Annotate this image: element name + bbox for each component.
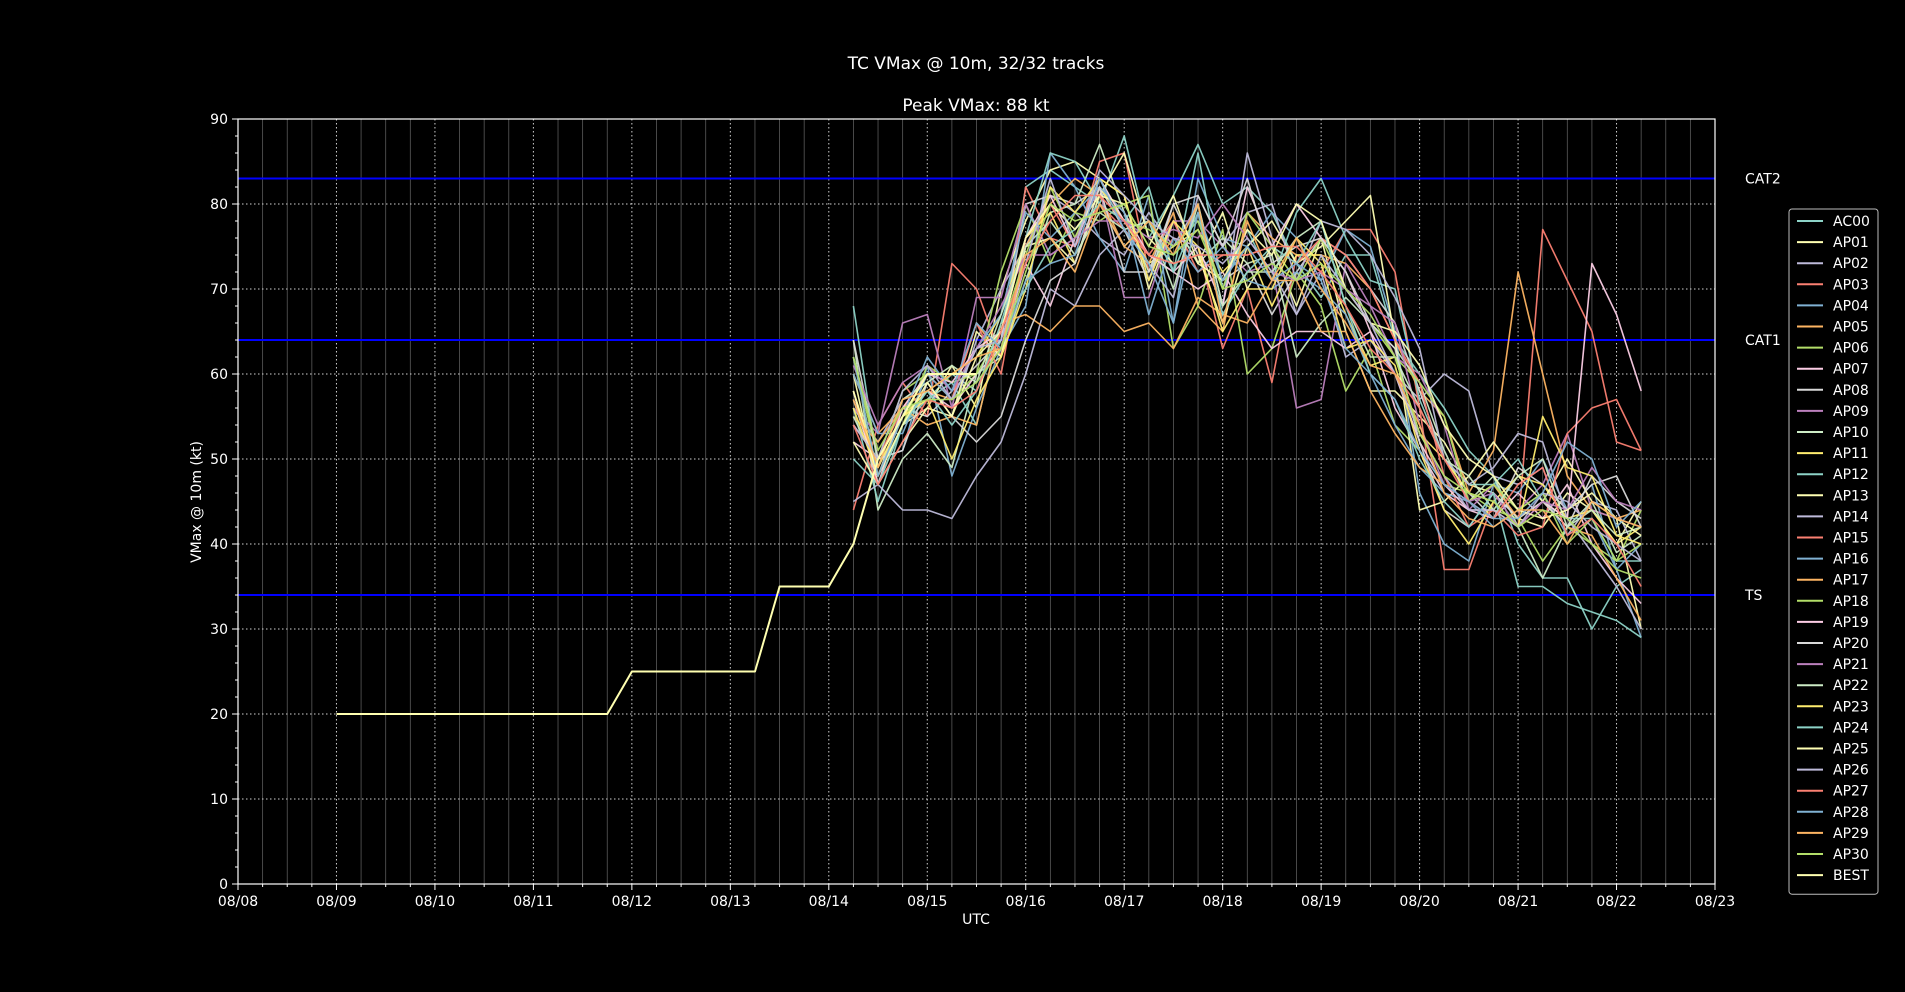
- legend-entry-ap30: AP30: [1833, 847, 1869, 863]
- legend-entry-ap13: AP13: [1833, 488, 1869, 504]
- x-tick-label: 08/10: [415, 894, 455, 910]
- x-axis-label: UTC: [962, 912, 990, 928]
- legend-entry-ap09: AP09: [1833, 404, 1869, 420]
- series-line-ap24: [852, 203, 1642, 639]
- series-line-ap30: [852, 203, 1642, 579]
- legend-entry-ap10: AP10: [1833, 425, 1869, 441]
- ensemble-series: [336, 135, 1642, 715]
- x-tick-label: 08/16: [1006, 894, 1046, 910]
- y-tick-label: 50: [210, 452, 228, 468]
- legend-entry-ap15: AP15: [1833, 531, 1869, 547]
- legend-entry-ap11: AP11: [1833, 446, 1869, 462]
- y-tick-label: 80: [210, 197, 228, 213]
- legend-entry-ap12: AP12: [1833, 467, 1869, 483]
- legend-entry-ap29: AP29: [1833, 826, 1869, 842]
- x-tick-label: 08/15: [907, 894, 947, 910]
- legend-entry-ap22: AP22: [1833, 678, 1869, 694]
- x-tick-label: 08/09: [316, 894, 356, 910]
- y-tick-label: 0: [219, 877, 228, 893]
- threshold-label-ts: TS: [1744, 588, 1763, 604]
- y-tick-label: 10: [210, 792, 228, 808]
- series-line-ap26: [852, 169, 1642, 562]
- x-tick-label: 08/23: [1695, 894, 1735, 910]
- legend-entry-ac00: AC00: [1833, 214, 1870, 230]
- legend-entry-ap19: AP19: [1833, 615, 1869, 631]
- legend-entry-ap28: AP28: [1833, 805, 1869, 821]
- y-tick-label: 90: [210, 112, 228, 128]
- legend-entry-ap02: AP02: [1833, 256, 1869, 272]
- threshold-label-cat2: CAT2: [1745, 172, 1781, 188]
- legend-entry-ap16: AP16: [1833, 552, 1869, 568]
- legend-entry-ap01: AP01: [1833, 235, 1869, 251]
- series-line-ap25: [852, 194, 1642, 537]
- legend-entry-ap06: AP06: [1833, 341, 1869, 357]
- legend-entry-ap03: AP03: [1833, 277, 1869, 293]
- series-line-ap29: [852, 203, 1642, 545]
- legend-entry-ap20: AP20: [1833, 636, 1869, 652]
- legend-entry-ap21: AP21: [1833, 657, 1869, 673]
- legend: AC00 AP01 AP02 AP03 AP04 AP05 AP06 AP07 AP08 AP09…: [1788, 208, 1879, 895]
- grid-lines: [237, 118, 1716, 885]
- legend-entry-ap18: AP18: [1833, 594, 1869, 610]
- x-tick-label: 08/11: [513, 894, 553, 910]
- legend-entry-ap04: AP04: [1833, 298, 1869, 314]
- legend-entry-ap24: AP24: [1833, 720, 1869, 736]
- legend-entry-ap26: AP26: [1833, 763, 1869, 779]
- x-tick-label: 08/17: [1104, 894, 1144, 910]
- y-axis-label: VMax @ 10m (kt): [189, 441, 205, 563]
- x-tick-label: 08/20: [1399, 894, 1439, 910]
- legend-entry-ap07: AP07: [1833, 362, 1869, 378]
- y-tick-label: 70: [210, 282, 228, 298]
- legend-entry-ap25: AP25: [1833, 742, 1869, 758]
- series-line-ap20: [852, 177, 1642, 528]
- legend-entry-ap27: AP27: [1833, 784, 1869, 800]
- y-tick-label: 30: [210, 622, 228, 638]
- threshold-label-cat1: CAT1: [1745, 333, 1781, 349]
- axes: 08/08 08/09 08/10 08/11 08/12 08/13 08/14 08/15…: [210, 112, 1735, 910]
- y-tick-label: 20: [210, 707, 228, 723]
- x-tick-label: 08/08: [218, 894, 258, 910]
- legend-entry-ap17: AP17: [1833, 573, 1869, 589]
- chart-subtitle: Peak VMax: 88 kt: [902, 96, 1050, 116]
- legend-entry-ap23: AP23: [1833, 699, 1869, 715]
- x-tick-label: 08/19: [1301, 894, 1341, 910]
- x-tick-label: 08/12: [612, 894, 652, 910]
- x-tick-label: 08/21: [1498, 894, 1538, 910]
- chart-title: TC VMax @ 10m, 32/32 tracks: [847, 54, 1105, 74]
- y-tick-label: 40: [210, 537, 228, 553]
- legend-entry-ap14: AP14: [1833, 509, 1869, 525]
- x-tick-label: 08/13: [710, 894, 750, 910]
- series-line-best: [336, 373, 977, 715]
- x-tick-label: 08/22: [1596, 894, 1636, 910]
- y-tick-label: 60: [210, 367, 228, 383]
- x-tick-label: 08/14: [809, 894, 849, 910]
- series-line-ap17: [852, 279, 1642, 621]
- legend-entry-ap05: AP05: [1833, 320, 1869, 336]
- series-line-ap02: [852, 152, 1642, 562]
- legend-entry-best: BEST: [1833, 868, 1869, 884]
- legend-entry-ap08: AP08: [1833, 383, 1869, 399]
- legend-box: [1788, 208, 1879, 895]
- x-tick-label: 08/18: [1202, 894, 1242, 910]
